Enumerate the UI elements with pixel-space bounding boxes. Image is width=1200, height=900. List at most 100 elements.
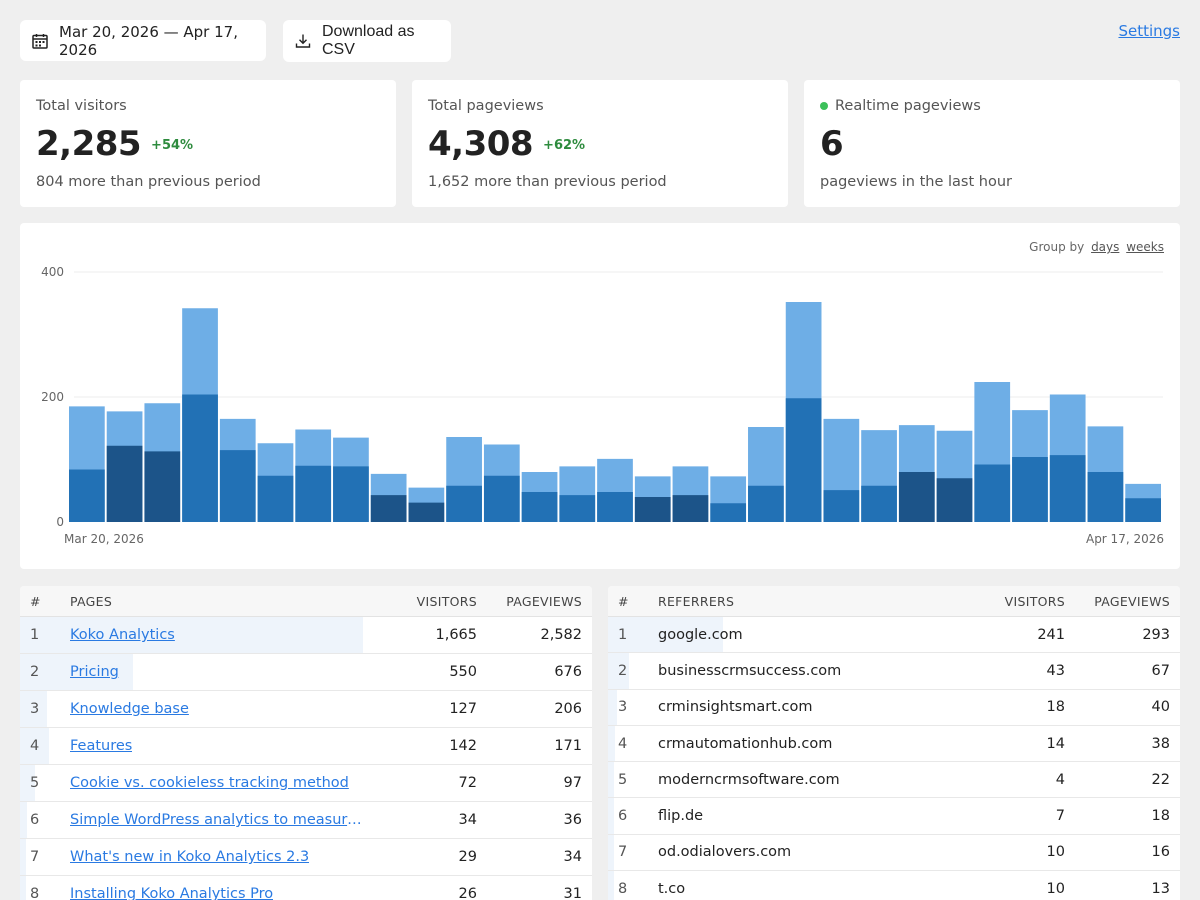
table-row: 1 google.com 241 293	[608, 617, 1180, 654]
visitors-bar[interactable]	[710, 503, 747, 522]
table-row: 8 t.co 10 13	[608, 871, 1180, 900]
table-header: # PAGES VISITORS PAGEVIEWS	[20, 586, 592, 617]
settings-link[interactable]: Settings	[1118, 22, 1180, 40]
row-pageviews: 36	[563, 812, 582, 828]
visitors-bar[interactable]	[974, 464, 1011, 523]
card-label: Total pageviews	[428, 97, 544, 114]
visitors-bar[interactable]	[748, 485, 784, 522]
share-bar	[20, 728, 50, 764]
page-link[interactable]: Features	[70, 738, 133, 754]
visitors-bar[interactable]	[483, 475, 520, 522]
table-row: 3 crminsightsmart.com 18 40	[608, 689, 1180, 726]
group-by-label: Group by	[1029, 240, 1085, 254]
referrer-name: businesscrmsuccess.com	[658, 662, 842, 679]
table-row: 1 Koko Analytics 1,665 2,582	[20, 617, 592, 654]
visitors-bar[interactable]	[257, 475, 294, 522]
row-pageviews: 40	[1151, 699, 1170, 716]
page-link[interactable]: Pricing	[70, 664, 119, 680]
visitors-bar[interactable]	[219, 450, 256, 522]
row-pageviews: 97	[563, 775, 582, 791]
row-visitors: 127	[449, 701, 477, 717]
table-row: 7 What's new in Koko Analytics 2.3 29 34	[20, 839, 592, 876]
visitors-bar[interactable]	[785, 398, 822, 522]
share-bar	[608, 725, 615, 762]
share-bar	[20, 617, 363, 653]
visitors-bar[interactable]	[408, 502, 445, 522]
row-number: 6	[30, 812, 40, 828]
page-link[interactable]: Knowledge base	[70, 701, 189, 717]
visitors-bar[interactable]	[446, 485, 482, 522]
download-icon	[295, 33, 311, 49]
table-row: 2 businesscrmsuccess.com 43 67	[608, 653, 1180, 690]
group-by-weeks-link[interactable]: weeks	[1126, 240, 1164, 254]
card-subtext: 1,652 more than previous period	[428, 174, 667, 190]
download-csv-button[interactable]: Download as CSV	[283, 20, 451, 62]
row-visitors: 10	[1046, 844, 1065, 861]
page-link[interactable]: Simple WordPress analytics to measure si…	[70, 812, 370, 828]
calendar-icon	[32, 33, 48, 49]
row-pageviews: 18	[1151, 808, 1170, 825]
table-row: 4 crmautomationhub.com 14 38	[608, 725, 1180, 763]
share-bar	[20, 839, 26, 875]
visitors-bar[interactable]	[823, 490, 860, 522]
visitors-bar[interactable]	[106, 445, 143, 522]
row-visitors: 26	[458, 886, 477, 900]
row-visitors: 550	[449, 664, 477, 680]
page-link[interactable]: Koko Analytics	[70, 627, 175, 643]
card-label: Realtime pageviews	[835, 97, 981, 114]
visitors-bar[interactable]	[182, 394, 218, 523]
visitors-bar[interactable]	[1049, 455, 1086, 522]
visitors-bar[interactable]	[144, 451, 181, 522]
table-row: 8 Installing Koko Analytics Pro 26 31	[20, 876, 592, 900]
table-row: 4 Features 142 171	[20, 728, 592, 765]
visitors-bar[interactable]	[861, 485, 897, 522]
row-number: 3	[30, 701, 40, 717]
row-visitors: 7	[1055, 808, 1065, 825]
date-range-picker[interactable]: Mar 20, 2026 — Apr 17, 2026	[20, 20, 266, 61]
table-row: 6 Simple WordPress analytics to measure s…	[20, 802, 592, 839]
row-pageviews: 34	[563, 849, 582, 865]
visitors-bar[interactable]	[370, 495, 407, 522]
group-by-control: Group by days weeks	[1029, 240, 1164, 254]
share-bar	[608, 871, 614, 900]
share-bar	[20, 876, 26, 900]
visitors-bar[interactable]	[559, 495, 596, 522]
share-bar	[608, 762, 614, 798]
header-referrers: REFERRERS	[658, 593, 735, 609]
share-bar	[608, 834, 614, 871]
group-by-days-link[interactable]: days	[1091, 240, 1120, 254]
visitors-bar[interactable]	[936, 478, 973, 522]
visitors-bar[interactable]	[1125, 498, 1161, 522]
pages-table: # PAGES VISITORS PAGEVIEWS 1 Koko Analyti…	[20, 586, 592, 900]
row-visitors: 10	[1046, 880, 1065, 897]
header-pageviews: PAGEVIEWS	[1094, 593, 1170, 609]
toolbar: Mar 20, 2026 — Apr 17, 2026 Download as …	[20, 20, 1180, 62]
header-visitors: VISITORS	[416, 593, 477, 609]
referrers-table: # REFERRERS VISITORS PAGEVIEWS 1 google.c…	[608, 586, 1180, 900]
header-pageviews: PAGEVIEWS	[506, 593, 582, 609]
row-pageviews: 31	[563, 886, 582, 900]
visitors-bar[interactable]	[69, 469, 105, 523]
row-visitors: 142	[449, 738, 477, 754]
page-link[interactable]: What's new in Koko Analytics 2.3	[70, 849, 310, 865]
card-subtext: pageviews in the last hour	[820, 174, 1012, 190]
chart-panel: Group by days weeks 0 200 400 Mar 20, 2026 A…	[20, 223, 1180, 569]
visitors-bar[interactable]	[1012, 457, 1048, 522]
visitors-bar[interactable]	[898, 472, 935, 522]
visitors-bar[interactable]	[1087, 472, 1124, 522]
visitors-bar[interactable]	[295, 465, 332, 522]
visitors-bar[interactable]	[521, 492, 558, 522]
page-link[interactable]: Installing Koko Analytics Pro	[70, 886, 274, 900]
referrers-rows: 1 google.com 241 293 2 businesscrmsuccess.com…	[608, 617, 1180, 900]
visitors-bar[interactable]	[333, 466, 369, 522]
referrer-name: od.odialovers.com	[658, 844, 792, 861]
visitors-bar[interactable]	[672, 495, 709, 522]
referrer-name: moderncrmsoftware.com	[658, 771, 840, 788]
download-csv-label: Download as CSV	[322, 23, 415, 58]
row-visitors: 34	[458, 812, 477, 828]
visitors-bar[interactable]	[634, 497, 671, 522]
page-link[interactable]: Cookie vs. cookieless tracking method	[70, 775, 349, 791]
visitors-bar[interactable]	[597, 492, 633, 522]
row-pageviews: 67	[1151, 662, 1170, 679]
referrer-name: flip.de	[658, 808, 704, 825]
